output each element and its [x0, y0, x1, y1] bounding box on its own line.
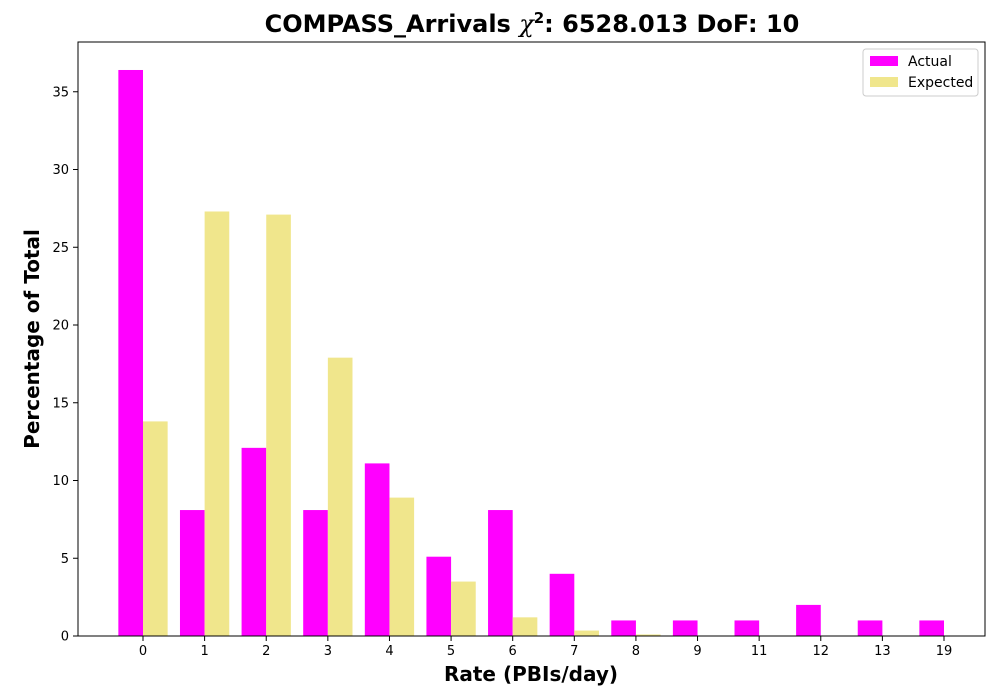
x-tick-label: 2 [262, 644, 270, 659]
y-axis-label: Percentage of Total [20, 229, 44, 449]
y-tick-label: 5 [61, 552, 69, 567]
x-tick-label: 12 [812, 644, 829, 659]
title-prefix: COMPASS_Arrivals [265, 10, 520, 38]
bar-actual-3 [303, 510, 328, 636]
x-tick-label: 13 [874, 644, 891, 659]
y-axis-ticks: 0 5 10 15 20 25 30 35 [52, 85, 78, 645]
bar-expected-0 [143, 421, 168, 636]
bar-expected-7 [574, 630, 599, 636]
y-tick-label: 15 [52, 396, 69, 411]
x-tick-label: 5 [447, 644, 455, 659]
title-suffix: : 6528.013 DoF: 10 [544, 10, 799, 38]
bar-actual-6 [488, 510, 513, 636]
bar-actual-12 [796, 604, 821, 636]
plot-frame [77, 41, 986, 637]
legend-label-expected: Expected [908, 75, 973, 91]
bar-actual-11 [734, 620, 760, 636]
x-tick-label: 3 [324, 644, 332, 659]
x-tick-label: 6 [509, 644, 517, 659]
bar-actual-1 [179, 510, 205, 636]
x-axis-label: Rate (PBIs/day) [444, 662, 618, 686]
x-tick-label: 1 [200, 644, 208, 659]
x-tick-label: 11 [751, 644, 768, 659]
bar-actual-7 [549, 573, 575, 636]
y-tick-label: 25 [52, 241, 69, 256]
bar-actual-19 [919, 620, 944, 636]
bar-actual-13 [857, 620, 883, 636]
bar-expected-1 [204, 211, 230, 637]
bar-actual-5 [426, 556, 452, 636]
title-symbol: χ [517, 10, 535, 38]
bar-actual-8 [611, 620, 636, 636]
legend-label-actual: Actual [908, 54, 952, 70]
y-tick-label: 0 [61, 630, 69, 645]
bars-group [118, 69, 944, 637]
y-tick-label: 10 [52, 474, 69, 489]
bar-actual-2 [241, 447, 267, 636]
bar-expected-2 [266, 214, 291, 636]
bar-expected-3 [327, 357, 353, 636]
legend: Actual Expected [862, 48, 979, 97]
x-tick-label: 7 [570, 644, 578, 659]
chart-title: COMPASS_Arrivals χ2: 6528.013 DoF: 10 [265, 9, 800, 38]
bar-actual-4 [364, 463, 390, 636]
title-superscript: 2 [534, 9, 544, 27]
x-axis-ticks: 0 1 2 3 4 5 6 7 8 9 11 12 13 19 [139, 636, 952, 659]
x-tick-label: 0 [139, 644, 147, 659]
x-tick-label: 19 [936, 644, 953, 659]
x-tick-label: 4 [385, 644, 393, 659]
x-tick-label: 9 [693, 644, 701, 659]
bar-expected-8 [635, 634, 661, 636]
y-tick-label: 20 [52, 319, 69, 334]
bar-actual-0 [118, 69, 143, 637]
bar-expected-6 [512, 617, 538, 636]
bar-expected-4 [389, 497, 415, 636]
bar-actual-9 [672, 620, 698, 636]
bar-expected-5 [451, 581, 476, 636]
x-tick-label: 8 [632, 644, 640, 659]
y-tick-label: 35 [52, 85, 69, 100]
y-tick-label: 30 [52, 163, 69, 178]
legend-swatch-actual [870, 56, 898, 66]
legend-swatch-expected [870, 77, 898, 87]
